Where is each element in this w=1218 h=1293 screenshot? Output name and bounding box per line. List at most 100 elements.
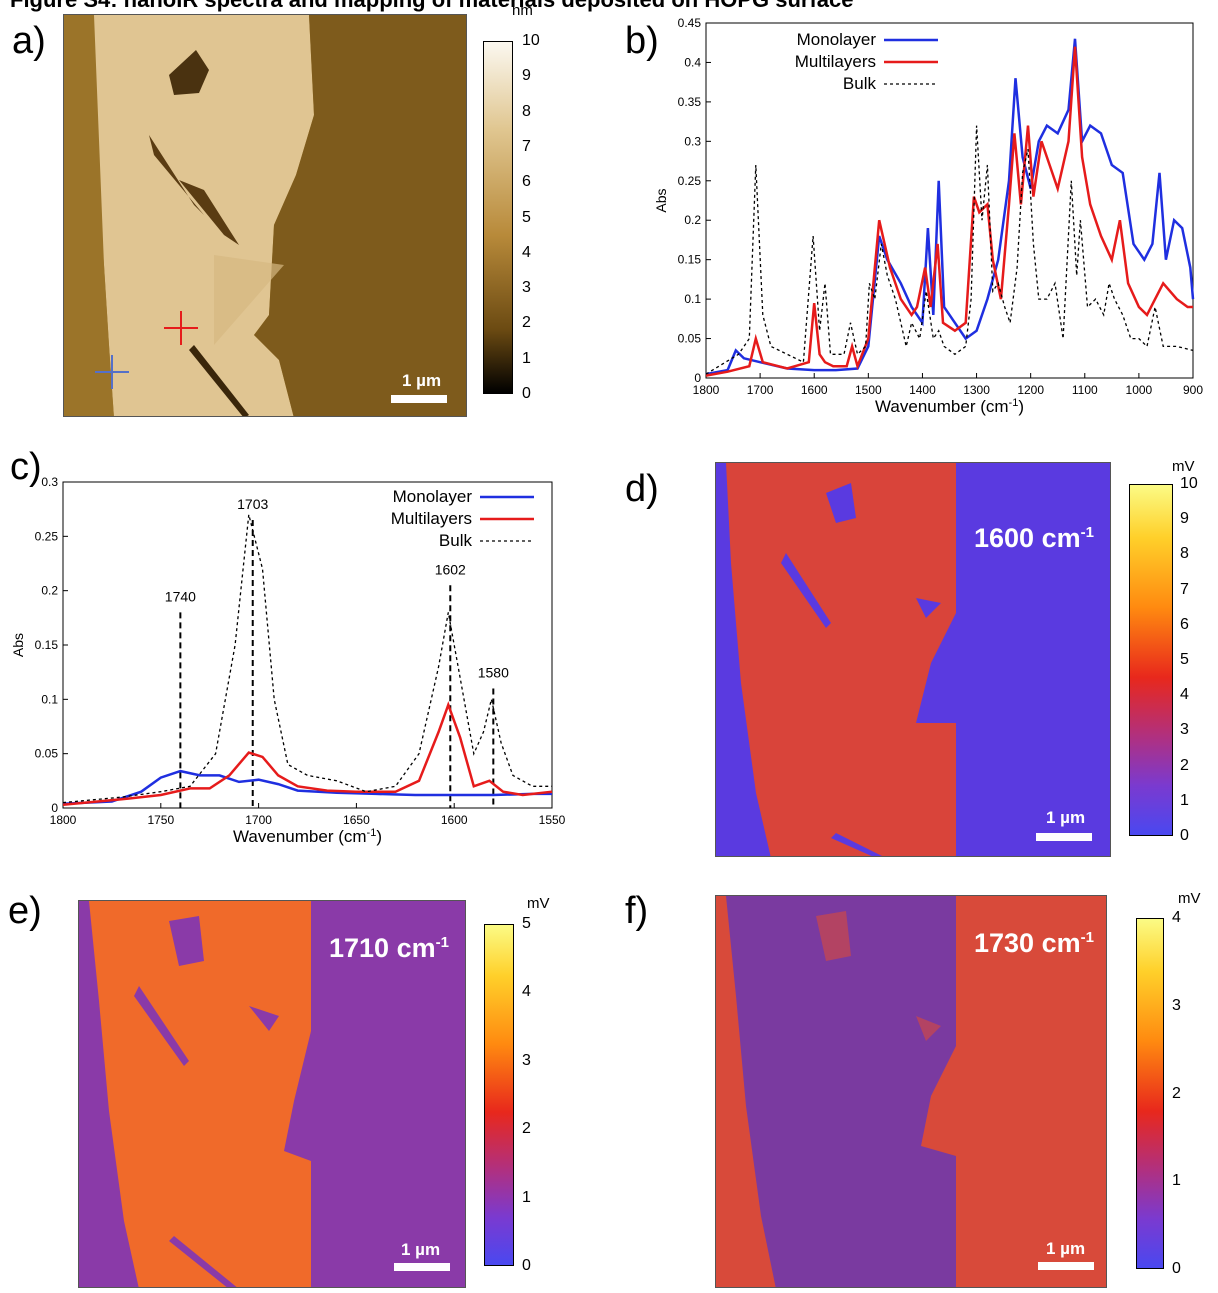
colorbar-f	[1136, 918, 1164, 1269]
colorbar-tick-d: 9	[1180, 510, 1189, 528]
x-axis-label: Wavenumber (cm-1)	[875, 397, 1024, 416]
y-tick-label: 0.2	[684, 213, 701, 227]
y-axis-label: Abs	[653, 188, 669, 212]
colorbar-tick-a: 7	[522, 137, 531, 155]
colorbar-tick-e: 2	[522, 1120, 531, 1138]
legend-label: Multilayers	[795, 52, 876, 71]
y-axis-label: Abs	[10, 633, 26, 657]
y-tick-label: 0	[694, 371, 701, 385]
x-tick-label: 1600	[801, 383, 828, 397]
series-line-bulk	[62, 514, 552, 804]
x-tick-label: 1650	[343, 813, 370, 827]
y-tick-label: 0.15	[678, 253, 702, 267]
panel-label-a: a)	[12, 20, 46, 62]
colorbar-tick-f: 0	[1172, 1260, 1181, 1277]
x-axis-label: Wavenumber (cm-1)	[233, 827, 382, 846]
y-tick-label: 0.45	[678, 16, 702, 30]
y-tick-label: 0.25	[35, 529, 59, 543]
y-tick-label: 0.3	[684, 134, 701, 148]
x-axis-label-sup: -1	[1009, 397, 1019, 409]
y-tick-label: 0.3	[41, 475, 58, 489]
chart-c: 1800 1750 1700 1650 1600 1550 0 0.05 0.1 0.15 0.2 0…	[10, 475, 566, 846]
colorbar-tick-a: 1	[522, 349, 531, 367]
legend-label: Bulk	[439, 531, 473, 550]
panel-label-f: f)	[625, 890, 649, 932]
y-tick-label: 0.15	[35, 638, 59, 652]
scalebar-e	[394, 1263, 450, 1271]
series-line-monolayer	[705, 38, 1195, 376]
legend-label: Monolayer	[393, 487, 473, 506]
colorbar-tick-e: 1	[522, 1188, 531, 1206]
scalebar-label-d: 1 µm	[1046, 808, 1086, 827]
wavenumber-value-e: 1710 cm	[329, 933, 436, 963]
wavenumber-sup-f: -1	[1080, 929, 1094, 946]
legend-label: Bulk	[843, 74, 877, 93]
series-line-multilayers	[62, 701, 553, 806]
colorbar-e	[484, 924, 514, 1266]
x-tick-label: 1750	[147, 813, 174, 827]
colorbar-unit-f: mV	[1178, 890, 1201, 907]
x-axis-label-sup: -1	[367, 827, 377, 839]
figure-caption: Figure S4: nanoIR spectra and mapping of…	[10, 0, 854, 13]
colorbar-tick-d: 7	[1180, 580, 1189, 598]
ir-map-1600-texture	[716, 463, 1110, 856]
x-tick-label: 1200	[1017, 383, 1044, 397]
colorbar-tick-f: 2	[1172, 1084, 1181, 1102]
colorbar-tick-e: 5	[522, 915, 531, 932]
x-tick-label: 1700	[245, 813, 272, 827]
x-tick-label: 1400	[909, 383, 936, 397]
y-tick-label: 0	[51, 801, 58, 815]
chart-b: 1800 1700 1600 1500 1400 1300 1200 1100 1000 900 0…	[653, 16, 1203, 416]
panel-label-d: d)	[625, 468, 659, 510]
colorbar-tick-d: 8	[1180, 545, 1189, 563]
y-tick-label: 0.4	[684, 55, 701, 69]
x-tick-label: 1600	[441, 813, 468, 827]
plot-frame	[62, 481, 553, 809]
legend-label: Multilayers	[391, 509, 472, 528]
panel-label-e: e)	[8, 890, 42, 932]
colorbar-tick-d: 1	[1180, 791, 1189, 809]
colorbar-tick-a: 6	[522, 173, 531, 191]
colorbar-tick-d: 10	[1180, 475, 1198, 492]
y-tick-label: 0.05	[678, 332, 702, 346]
ir-map-1730-texture	[716, 896, 1106, 1287]
ir-map-1710-texture	[79, 901, 465, 1287]
x-tick-label: 1000	[1126, 383, 1153, 397]
colorbar-tick-a: 0	[522, 385, 531, 402]
ir-map-1730: 1730 cm-1 1 µm	[715, 895, 1107, 1288]
panel-label-b: b)	[625, 20, 659, 62]
colorbar-tick-d: 2	[1180, 756, 1189, 774]
colorbar-unit-a: nm	[512, 2, 533, 19]
blue-crosshair-marker	[95, 355, 129, 389]
colorbar-tick-a: 5	[522, 208, 531, 226]
colorbar-tick-a: 9	[522, 67, 531, 85]
x-tick-label: 1700	[747, 383, 774, 397]
x-tick-label: 1500	[855, 383, 882, 397]
afm-topography-image: 1 µm	[63, 14, 467, 417]
x-tick-label: 900	[1183, 383, 1203, 397]
y-tick-label: 0.25	[678, 174, 702, 188]
y-tick-label: 0.05	[35, 747, 59, 761]
x-tick-label: 1300	[963, 383, 990, 397]
colorbar-unit-d: mV	[1172, 458, 1195, 475]
ir-map-1600: 1600 cm-1 1 µm	[715, 462, 1111, 857]
scalebar-label-a: 1 µm	[402, 371, 442, 390]
y-tick-label: 0.2	[41, 584, 58, 598]
panel-label-c: c)	[10, 446, 42, 488]
colorbar-tick-f: 3	[1172, 996, 1181, 1014]
colorbar-d	[1129, 484, 1173, 836]
wavenumber-value-f: 1730 cm	[974, 928, 1081, 958]
series-line-multilayers	[705, 46, 1193, 377]
x-tick-label: 1100	[1072, 383, 1098, 397]
wavenumber-sup-d: -1	[1080, 524, 1094, 541]
colorbar-unit-e: mV	[527, 895, 550, 912]
colorbar-tick-d: 0	[1180, 827, 1189, 844]
red-crosshair-marker	[164, 311, 198, 345]
colorbar-tick-a: 10	[522, 32, 540, 49]
colorbar-tick-a: 4	[522, 243, 531, 261]
peak-marker-label: 1580	[478, 665, 509, 681]
ir-map-1710: 1710 cm-1 1 µm	[78, 900, 466, 1288]
scalebar-label-f: 1 µm	[1046, 1239, 1086, 1258]
peak-marker-label: 1740	[165, 589, 196, 605]
colorbar-tick-f: 4	[1172, 909, 1181, 926]
